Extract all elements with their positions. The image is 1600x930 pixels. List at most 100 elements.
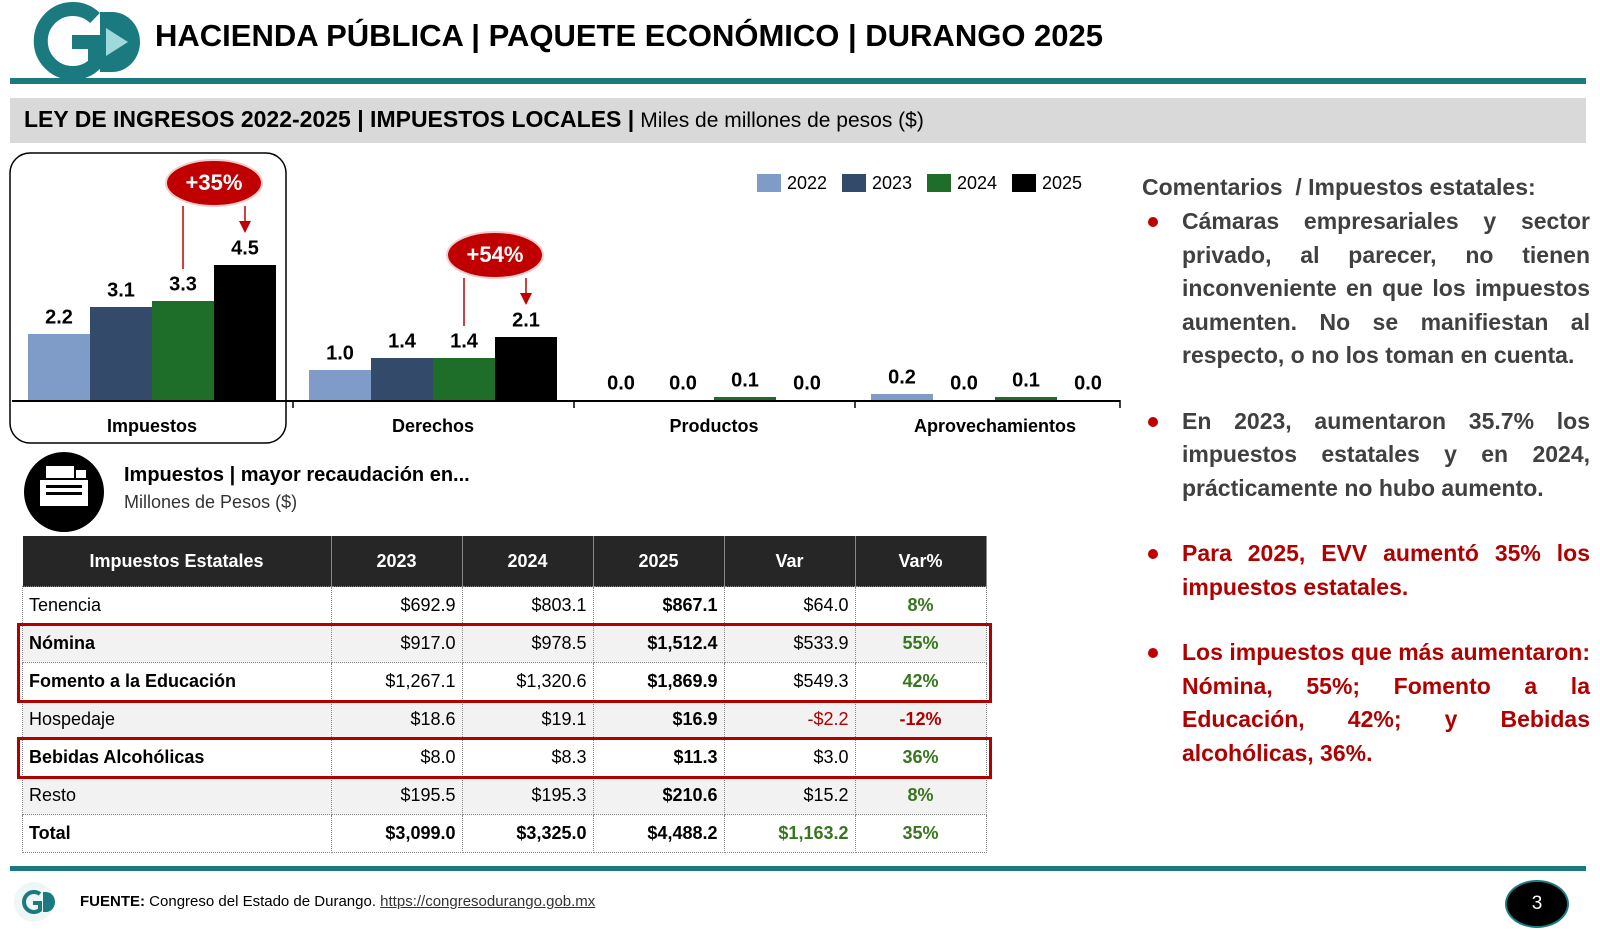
section-band	[10, 98, 1586, 143]
comments-list: Cámaras empresariales y sector privado, …	[1142, 205, 1590, 770]
value-label: 0.0	[1074, 372, 1102, 394]
callout-label: +35%	[186, 170, 243, 195]
legend-swatch	[927, 174, 951, 192]
footer-logo	[14, 882, 55, 922]
table-row: Bebidas Alcohólicas $8.0 $8.3 $11.3 $3.0 36%	[22, 738, 987, 777]
table-row: Total $3,099.0 $3,325.0 $4,488.2 $1,163.2 35%	[22, 814, 987, 853]
legend-swatch	[1012, 174, 1036, 192]
bar	[714, 397, 776, 400]
value-label: 2.1	[512, 309, 540, 331]
table-cell: $8.3	[461, 738, 594, 777]
value-label: 0.0	[669, 372, 697, 394]
category-label: Aprovechamientos	[914, 416, 1076, 436]
bar	[214, 265, 276, 400]
table-cell: $867.1	[592, 586, 725, 625]
table-subtitle: Millones de Pesos ($)	[124, 492, 298, 512]
table-cell: 42%	[854, 662, 987, 701]
table-cell: Bebidas Alcohólicas	[22, 738, 332, 777]
value-label: 1.0	[326, 342, 354, 364]
value-label: 0.1	[731, 369, 759, 391]
footer-source: FUENTE: Congreso del Estado de Durango. …	[80, 893, 595, 910]
table-header-row: Impuestos Estatales 2023 2024 2025 Var Var%	[22, 536, 987, 587]
table-row: Hospedaje $18.6 $19.1 $16.9 -$2.2 -12%	[22, 700, 987, 739]
table-cell: $978.5	[461, 624, 594, 663]
table-cell: 8%	[854, 776, 987, 815]
value-label: 1.4	[388, 330, 417, 352]
category-label: Derechos	[392, 416, 474, 436]
table-cell: $16.9	[592, 700, 725, 739]
legend-label: 2024	[957, 173, 997, 193]
comment-item: Los impuestos que más aumentaron: Nómina…	[1142, 636, 1590, 770]
bar	[871, 394, 933, 400]
row-highlight	[16, 622, 992, 703]
bar	[28, 334, 90, 400]
category-label: Productos	[669, 416, 758, 436]
table-cell: $15.2	[723, 776, 856, 815]
legend-swatch	[757, 174, 781, 192]
table-cell: 35%	[854, 814, 987, 853]
comment-item: En 2023, aumentaron 35.7% los impuestos …	[1142, 405, 1590, 506]
table-cell: Total	[22, 814, 332, 853]
table-cell: Nómina	[22, 624, 332, 663]
table-cell: $18.6	[330, 700, 463, 739]
comments: Comentarios / Impuestos estatales: Cámar…	[1142, 174, 1590, 802]
table-cell: $64.0	[723, 586, 856, 625]
table-cell: Fomento a la Educación	[22, 662, 332, 701]
table-cell: $195.3	[461, 776, 594, 815]
table-cell: $195.5	[330, 776, 463, 815]
table-cell: $549.3	[723, 662, 856, 701]
table-header-cell: 2025	[593, 536, 725, 587]
table-header-cell: Impuestos Estatales	[22, 536, 332, 587]
table-cell: $19.1	[461, 700, 594, 739]
bar	[495, 337, 557, 400]
table-cell: 8%	[854, 586, 987, 625]
bar	[309, 370, 371, 400]
table-cell: $3,325.0	[461, 814, 594, 853]
header-rule	[10, 78, 1586, 84]
value-label: 0.0	[607, 372, 635, 394]
table-cell: Hospedaje	[22, 700, 332, 739]
value-label: 2.2	[45, 306, 73, 328]
page-number: 3	[1505, 880, 1569, 928]
value-label: 4.5	[231, 237, 259, 259]
table-cell: $692.9	[330, 586, 463, 625]
table-row: Fomento a la Educación $1,267.1 $1,320.6 $1…	[22, 662, 987, 701]
comment-item: Para 2025, EVV aumentó 35% los impuestos…	[1142, 537, 1590, 604]
highlight-box	[9, 152, 287, 444]
table-header-cell: 2024	[462, 536, 594, 587]
bar	[90, 307, 152, 400]
table-cell: $4,488.2	[592, 814, 725, 853]
table-cell: $210.6	[592, 776, 725, 815]
bar	[371, 358, 433, 400]
source-link[interactable]: https://congresodurango.gob.mx	[380, 893, 596, 910]
table-cell: Tenencia	[22, 586, 332, 625]
bar	[995, 397, 1057, 400]
callout	[165, 159, 263, 207]
table-header-cell: Var%	[855, 536, 987, 587]
legend-swatch	[842, 174, 866, 192]
table-cell: $803.1	[461, 586, 594, 625]
bar	[433, 358, 495, 400]
table-header-cell: Var	[724, 536, 856, 587]
legend-label: 2022	[787, 173, 827, 193]
section-units: Miles de millones de pesos ($)	[640, 109, 924, 132]
table-row: Tenencia $692.9 $803.1 $867.1 $64.0 8%	[22, 586, 987, 625]
page-title: HACIENDA PÚBLICA | PAQUETE ECONÓMICO | D…	[155, 18, 1104, 53]
table-cell: $3,099.0	[330, 814, 463, 853]
comments-title: Comentarios / Impuestos estatales:	[1142, 174, 1536, 200]
table-cell: Resto	[22, 776, 332, 815]
value-label: 0.1	[1012, 369, 1040, 391]
table-row: Resto $195.5 $195.3 $210.6 $15.2 8%	[22, 776, 987, 815]
section-title: LEY DE INGRESOS 2022-2025 | IMPUESTOS LO…	[24, 106, 924, 133]
logo	[33, 2, 140, 80]
legend-label: 2023	[872, 173, 912, 193]
table-cell: -12%	[854, 700, 987, 739]
category-label: Impuestos	[107, 416, 197, 436]
value-label: 1.4	[450, 330, 479, 352]
value-label: 3.3	[169, 273, 197, 295]
table-cell: $533.9	[723, 624, 856, 663]
footer-rule	[10, 866, 1586, 871]
table-cell: $1,163.2	[723, 814, 856, 853]
table-cell: $11.3	[592, 738, 725, 777]
